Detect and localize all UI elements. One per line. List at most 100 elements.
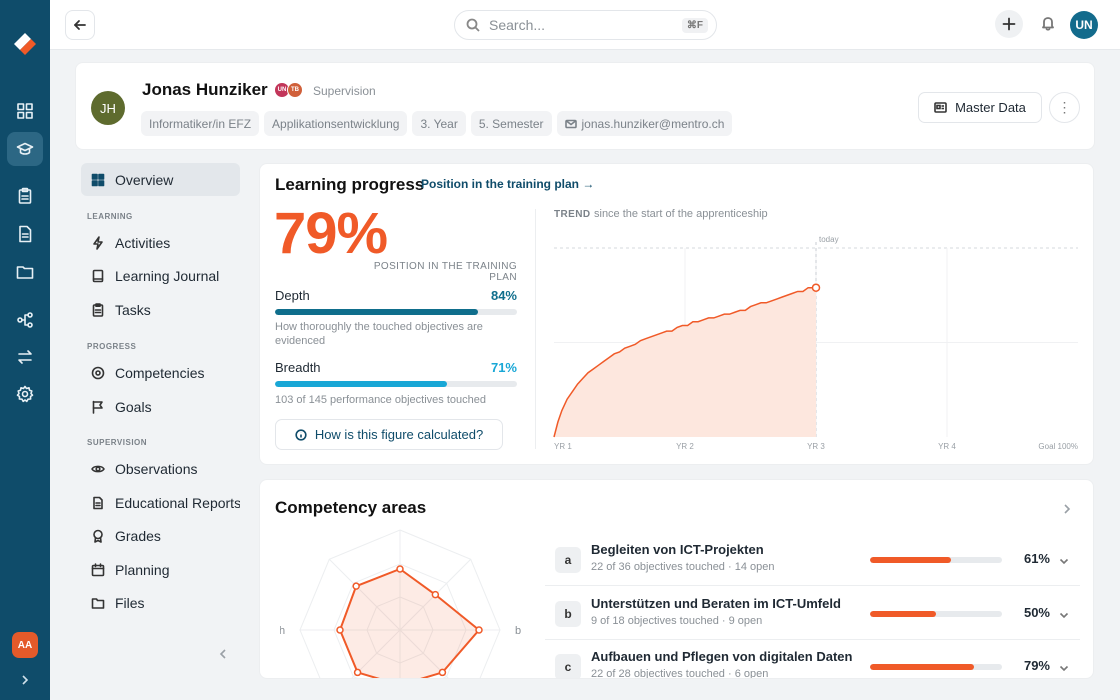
app-rail: AA bbox=[0, 0, 50, 700]
nav-item-tasks[interactable]: Tasks bbox=[81, 293, 240, 326]
grid-icon bbox=[91, 173, 105, 187]
radar-spoke bbox=[399, 629, 449, 678]
search-placeholder: Search... bbox=[489, 17, 546, 33]
x-tick-label: YR 3 bbox=[807, 442, 825, 451]
competency-radar-chart: abh bbox=[280, 529, 521, 678]
nav-item-files[interactable]: Files bbox=[81, 586, 240, 619]
competency-name: Begleiten von ICT-Projekten bbox=[591, 542, 764, 557]
radar-point bbox=[336, 626, 344, 634]
bell-icon[interactable] bbox=[1040, 15, 1060, 35]
nav-item-planning[interactable]: Planning bbox=[81, 553, 240, 586]
competency-key: c bbox=[555, 654, 581, 678]
chevron-down-icon[interactable] bbox=[1058, 661, 1070, 673]
competency-row[interactable]: a Begleiten von ICT-Projekten 22 of 36 o… bbox=[545, 533, 1080, 586]
today-label: today bbox=[819, 235, 839, 244]
competency-row[interactable]: c Aufbauen und Pflegen von digitalen Dat… bbox=[545, 640, 1080, 679]
search-icon bbox=[465, 17, 481, 33]
breadth-label: Breadth bbox=[275, 360, 321, 375]
competency-progress-bar bbox=[870, 557, 1002, 563]
x-tick-label: YR 2 bbox=[676, 442, 694, 451]
competency-key: b bbox=[555, 601, 581, 627]
trend-label: TREND bbox=[554, 209, 591, 220]
top-bar: Search... ⌘F UN bbox=[50, 0, 1120, 50]
specialization-tag: Applikationsentwicklung bbox=[264, 111, 408, 136]
nav-item-overview[interactable]: Overview bbox=[81, 163, 240, 196]
radar-spoke bbox=[351, 629, 401, 678]
supervision-label: Supervision bbox=[313, 84, 376, 98]
calculation-info-button[interactable]: How is this figure calculated? bbox=[275, 419, 503, 450]
radar-spoke bbox=[328, 558, 401, 631]
email-tag[interactable]: jonas.hunziker@mentro.ch bbox=[556, 111, 733, 136]
nav-label: Files bbox=[115, 594, 145, 611]
competency-name: Aufbauen und Pflegen von digitalen Daten bbox=[591, 649, 853, 664]
chevron-right-icon[interactable] bbox=[1060, 502, 1074, 516]
depth-label: Depth bbox=[275, 288, 310, 303]
radar-area bbox=[338, 567, 481, 678]
supervisor-avatar[interactable]: TB bbox=[287, 82, 303, 98]
radar-point bbox=[431, 590, 440, 599]
competency-progress-bar bbox=[870, 611, 1002, 617]
competency-row[interactable]: b Unterstützen und Beraten im ICT-Umfeld… bbox=[545, 587, 1080, 640]
breadth-bar bbox=[275, 381, 517, 387]
radar-point bbox=[352, 582, 360, 590]
chevron-down-icon[interactable] bbox=[1058, 554, 1070, 566]
document-icon[interactable] bbox=[7, 217, 43, 251]
book-icon bbox=[91, 269, 105, 283]
nav-item-learning-journal[interactable]: Learning Journal bbox=[81, 259, 240, 292]
nav-item-goals[interactable]: Goals bbox=[81, 390, 240, 423]
nav-item-educational-reports[interactable]: Educational Reports bbox=[81, 486, 240, 519]
trend-area bbox=[554, 287, 816, 437]
chevron-down-icon[interactable] bbox=[1058, 608, 1070, 620]
more-options-button[interactable]: ⋮ bbox=[1049, 92, 1080, 123]
competency-progress-fill bbox=[870, 557, 951, 563]
network-icon[interactable] bbox=[7, 303, 43, 337]
radar-point bbox=[353, 668, 362, 677]
apprentice-avatar: JH bbox=[91, 91, 125, 125]
clipboard-icon bbox=[91, 302, 105, 317]
grid-icon[interactable] bbox=[7, 94, 43, 128]
competency-progress-bar bbox=[870, 664, 1002, 670]
trend-chart: today YR 1 YR 2 YR 3 YR 4 Goal 100% bbox=[553, 235, 1078, 451]
nav-item-competencies[interactable]: Competencies bbox=[81, 356, 240, 389]
depth-bar-fill bbox=[275, 309, 479, 315]
radar-axis-label: b bbox=[515, 625, 521, 637]
competency-name: Unterstützen und Beraten im ICT-Umfeld bbox=[591, 596, 841, 611]
nav-label: Goals bbox=[115, 398, 152, 415]
competency-percentage: 50% bbox=[1023, 605, 1050, 620]
profile-tags: Informatiker/in EFZ Applikationsentwickl… bbox=[141, 111, 733, 136]
training-plan-link[interactable]: Position in the training plan → bbox=[421, 177, 595, 191]
graduation-cap-icon[interactable] bbox=[7, 132, 43, 166]
nav-section-supervision: SUPERVISION bbox=[87, 438, 148, 447]
divider bbox=[535, 209, 536, 449]
search-input[interactable]: Search... ⌘F bbox=[454, 10, 717, 40]
nav-item-grades[interactable]: Grades bbox=[81, 519, 240, 552]
depth-value: 84% bbox=[490, 288, 517, 303]
back-button[interactable] bbox=[65, 10, 95, 40]
folder-icon[interactable] bbox=[7, 255, 43, 289]
x-tick-label: YR 4 bbox=[938, 442, 956, 451]
gear-icon[interactable] bbox=[7, 377, 43, 411]
competency-percentage: 61% bbox=[1023, 551, 1050, 566]
calendar-icon bbox=[91, 562, 105, 577]
account-avatar[interactable]: UN bbox=[1070, 11, 1098, 39]
breadth-bar-fill bbox=[275, 381, 447, 387]
add-button[interactable] bbox=[995, 10, 1023, 38]
master-data-button[interactable]: Master Data bbox=[918, 92, 1042, 123]
nav-label: Activities bbox=[115, 234, 171, 251]
radar-point bbox=[396, 565, 404, 573]
logo-icon[interactable] bbox=[11, 30, 39, 58]
competency-areas-card: Competency areas a b h a Begleiten von ICT… bbox=[259, 479, 1094, 679]
nav-item-activities[interactable]: Activities bbox=[81, 226, 240, 259]
radar-ring bbox=[299, 529, 501, 678]
nav-item-observations[interactable]: Observations bbox=[81, 452, 240, 485]
eye-icon bbox=[91, 462, 105, 476]
radar-point bbox=[438, 668, 447, 677]
id-card-icon bbox=[934, 102, 947, 113]
clipboard-icon[interactable] bbox=[7, 179, 43, 213]
user-avatar[interactable]: AA bbox=[12, 632, 38, 658]
competency-meta: 22 of 28 objectives touched · 6 open bbox=[591, 668, 769, 679]
master-data-label: Master Data bbox=[955, 100, 1026, 115]
transfer-icon[interactable] bbox=[7, 340, 43, 374]
expand-icon[interactable] bbox=[17, 672, 33, 688]
collapse-sidebar-icon[interactable] bbox=[216, 647, 230, 661]
